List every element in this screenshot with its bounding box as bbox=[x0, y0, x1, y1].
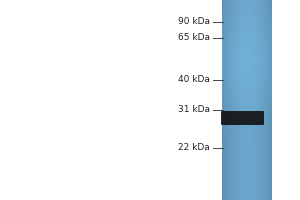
Text: 40 kDa: 40 kDa bbox=[178, 75, 210, 84]
Text: 31 kDa: 31 kDa bbox=[178, 106, 210, 114]
Text: 22 kDa: 22 kDa bbox=[178, 144, 210, 152]
FancyBboxPatch shape bbox=[221, 111, 264, 125]
Text: 65 kDa: 65 kDa bbox=[178, 33, 210, 43]
Text: 90 kDa: 90 kDa bbox=[178, 18, 210, 26]
